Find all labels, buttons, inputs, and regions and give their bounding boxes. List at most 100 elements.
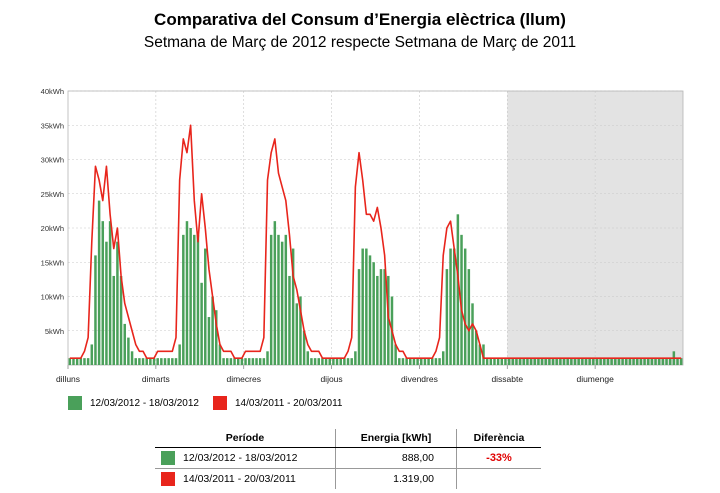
bar bbox=[595, 358, 599, 365]
bar bbox=[610, 358, 613, 365]
bar bbox=[185, 221, 189, 365]
bar bbox=[445, 269, 449, 365]
bar bbox=[412, 358, 416, 365]
bar bbox=[324, 358, 328, 365]
bar bbox=[617, 358, 621, 365]
y-tick-label: 30kWh bbox=[41, 156, 64, 165]
bar bbox=[346, 358, 350, 365]
bar bbox=[646, 358, 650, 365]
y-tick-label: 10kWh bbox=[41, 293, 64, 302]
bar bbox=[112, 275, 116, 365]
bar bbox=[588, 358, 591, 365]
bar bbox=[149, 358, 152, 365]
bar bbox=[654, 358, 657, 365]
bar bbox=[471, 303, 474, 365]
bar bbox=[160, 358, 163, 365]
bar bbox=[372, 262, 375, 365]
bar bbox=[105, 241, 108, 365]
bar bbox=[138, 358, 141, 365]
bar bbox=[628, 358, 632, 365]
bar bbox=[507, 358, 511, 365]
page-subtitle: Setmana de Març de 2012 respecte Setmana… bbox=[143, 34, 577, 51]
bar bbox=[650, 358, 654, 365]
bar bbox=[317, 358, 321, 365]
bar bbox=[548, 358, 551, 365]
bar bbox=[441, 351, 445, 365]
bar bbox=[511, 358, 515, 365]
bar bbox=[262, 358, 266, 365]
page-title: Comparativa del Consum d’Energia elèctri… bbox=[154, 10, 566, 29]
row-swatch-2011 bbox=[161, 472, 175, 486]
bar bbox=[566, 358, 569, 365]
bar bbox=[145, 358, 148, 365]
legend-label-2012: 12/03/2012 - 18/03/2012 bbox=[90, 397, 199, 409]
table-row: 14/03/2011 - 20/03/2011 1.319,00 bbox=[155, 468, 541, 490]
bar bbox=[584, 358, 588, 365]
bar bbox=[504, 358, 507, 365]
bar bbox=[350, 358, 353, 365]
bar bbox=[295, 303, 299, 365]
bar bbox=[485, 358, 489, 365]
bar bbox=[427, 358, 430, 365]
bar bbox=[657, 358, 661, 365]
bar bbox=[452, 248, 456, 365]
bar bbox=[244, 358, 247, 365]
bar bbox=[193, 234, 196, 365]
bar bbox=[635, 358, 639, 365]
bar bbox=[632, 358, 635, 365]
bar bbox=[625, 358, 628, 365]
bar bbox=[277, 234, 280, 365]
bar bbox=[332, 358, 335, 365]
header-period: Període bbox=[155, 429, 336, 448]
chart-legend: 12/03/2012 - 18/03/2012 14/03/2011 - 20/… bbox=[68, 396, 356, 410]
header-energy: Energia [kWh] bbox=[335, 429, 457, 448]
bar bbox=[540, 358, 544, 365]
bar bbox=[478, 344, 482, 365]
table-header-row: Període Energia [kWh] Diferència bbox=[155, 429, 541, 448]
bar bbox=[599, 358, 602, 365]
bar bbox=[463, 248, 467, 365]
bar bbox=[116, 241, 119, 365]
bar bbox=[398, 358, 401, 365]
bar bbox=[211, 296, 214, 365]
bar bbox=[639, 358, 643, 365]
bar bbox=[551, 358, 555, 365]
bar bbox=[313, 358, 317, 365]
bar bbox=[130, 351, 134, 365]
bar bbox=[247, 358, 251, 365]
row-swatch-2012 bbox=[161, 451, 175, 465]
legend-label-2011: 14/03/2011 - 20/03/2011 bbox=[234, 397, 343, 409]
bar bbox=[379, 269, 383, 365]
bar bbox=[222, 358, 225, 365]
bar bbox=[423, 358, 427, 365]
bar bbox=[299, 296, 302, 365]
bar bbox=[526, 358, 529, 365]
bar bbox=[474, 330, 478, 365]
bar bbox=[493, 358, 496, 365]
series-line-2011 bbox=[69, 124, 682, 359]
bar bbox=[449, 248, 452, 365]
x-tick-label: dijous bbox=[320, 374, 342, 384]
bar bbox=[174, 358, 178, 365]
bar bbox=[555, 358, 558, 365]
bar bbox=[204, 248, 207, 365]
bar bbox=[661, 358, 665, 365]
bar bbox=[83, 358, 86, 365]
x-tick-label: divendres bbox=[401, 374, 438, 384]
row-period-cell: 14/03/2011 - 20/03/2011 bbox=[155, 469, 336, 490]
bar bbox=[79, 358, 83, 365]
bar bbox=[405, 358, 408, 365]
bar bbox=[225, 358, 229, 365]
bar bbox=[178, 344, 181, 365]
row-energy-2012: 888,00 bbox=[335, 447, 457, 469]
bar bbox=[207, 317, 211, 365]
bar bbox=[335, 358, 339, 365]
bar bbox=[438, 358, 441, 365]
bar bbox=[141, 358, 145, 365]
bar bbox=[94, 255, 97, 365]
bar bbox=[302, 330, 306, 365]
bar bbox=[559, 358, 562, 365]
bar bbox=[614, 358, 617, 365]
bar bbox=[570, 358, 573, 365]
x-tick-label: dimarts bbox=[142, 374, 170, 384]
